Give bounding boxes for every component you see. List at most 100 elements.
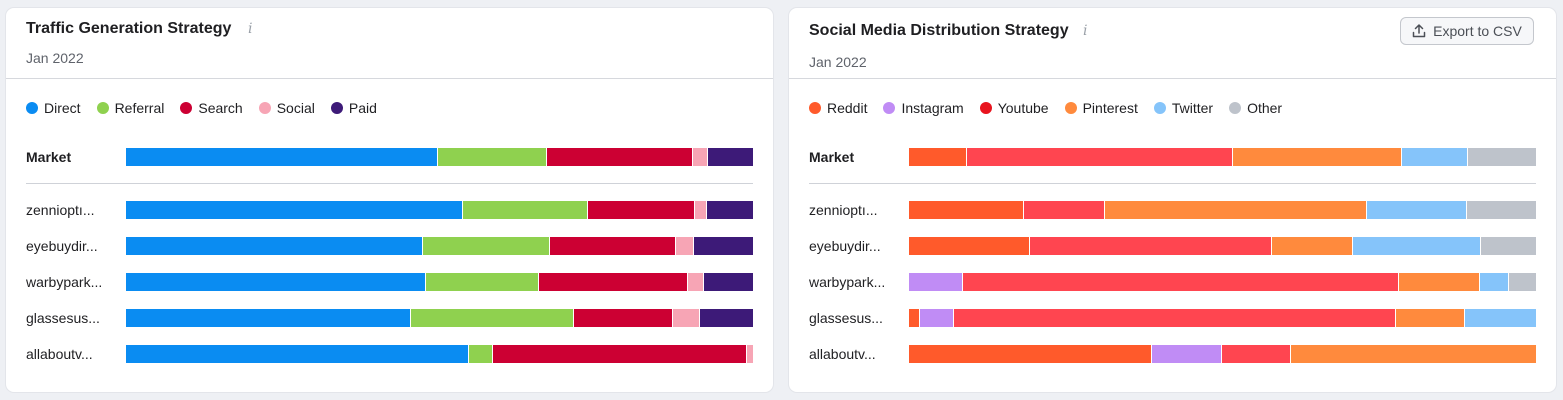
bar-segment-direct[interactable] xyxy=(126,345,469,363)
bar-segment-twitter[interactable] xyxy=(1366,201,1467,219)
bar-segment-paid[interactable] xyxy=(694,237,753,255)
competitor-label[interactable]: glassesus... xyxy=(809,310,883,326)
bar-segment-twitter[interactable] xyxy=(1479,273,1510,291)
bar-segment-referral[interactable] xyxy=(463,201,589,219)
social-media-card: Social Media Distribution Strategy i Jan… xyxy=(789,8,1556,392)
legend-item-search[interactable]: Search xyxy=(180,100,243,116)
bar-segment-youtube[interactable] xyxy=(967,148,1234,166)
bar-segment-referral[interactable] xyxy=(426,273,539,291)
bar-segment-instagram[interactable] xyxy=(919,309,955,327)
bar-segment-pinterest[interactable] xyxy=(1272,237,1353,255)
bar-segment-referral[interactable] xyxy=(468,345,493,363)
bar-segment-pinterest[interactable] xyxy=(1395,309,1466,327)
legend-item-instagram[interactable]: Instagram xyxy=(883,100,964,116)
competitor-label[interactable]: allaboutv... xyxy=(26,346,93,362)
stacked-bar xyxy=(126,273,753,291)
bar-segment-instagram[interactable] xyxy=(909,273,963,291)
bar-segment-paid[interactable] xyxy=(708,148,753,166)
bar-segment-reddit[interactable] xyxy=(909,309,920,327)
bar-segment-reddit[interactable] xyxy=(909,148,968,166)
bar-segment-other[interactable] xyxy=(1467,148,1536,166)
legend-label: Search xyxy=(198,100,243,116)
bar-segment-paid[interactable] xyxy=(704,273,753,291)
competitor-label[interactable]: eyebuydir... xyxy=(26,238,98,254)
bar-segment-twitter[interactable] xyxy=(1402,148,1468,166)
competitor-label[interactable]: zennioptı... xyxy=(26,202,95,218)
bar-segment-youtube[interactable] xyxy=(962,273,1400,291)
competitor-label[interactable]: allaboutv... xyxy=(809,346,876,362)
bar-segment-search[interactable] xyxy=(588,201,696,219)
legend-item-social[interactable]: Social xyxy=(258,100,315,116)
bar-segment-pinterest[interactable] xyxy=(1233,148,1403,166)
stacked-bar xyxy=(909,148,1536,166)
bar-segment-other[interactable] xyxy=(1466,201,1536,219)
stacked-bar xyxy=(126,201,753,219)
date-label: Jan 2022 xyxy=(26,50,84,66)
legend-dot-icon xyxy=(1229,102,1242,114)
legend-item-paid[interactable]: Paid xyxy=(330,100,377,116)
bar-segment-social[interactable] xyxy=(687,273,705,291)
bar-segment-other[interactable] xyxy=(1509,273,1536,291)
bar-segment-direct[interactable] xyxy=(126,309,411,327)
stacked-bar xyxy=(126,309,753,327)
bar-segment-reddit[interactable] xyxy=(909,237,1030,255)
bar-segment-referral[interactable] xyxy=(437,148,548,166)
bar-segment-reddit[interactable] xyxy=(909,201,1025,219)
bar-segment-direct[interactable] xyxy=(126,148,438,166)
competitor-label[interactable]: warbypark... xyxy=(809,274,886,290)
bar-segment-pinterest[interactable] xyxy=(1104,201,1367,219)
bar-segment-pinterest[interactable] xyxy=(1290,345,1536,363)
bar-segment-reddit[interactable] xyxy=(909,345,1153,363)
legend-dot-icon xyxy=(1153,102,1166,114)
bar-segment-search[interactable] xyxy=(547,148,694,166)
bar-segment-search[interactable] xyxy=(573,309,673,327)
bar-segment-youtube[interactable] xyxy=(1030,237,1273,255)
stacked-bar xyxy=(126,148,753,166)
bar-segment-social[interactable] xyxy=(695,201,708,219)
bar-segment-paid[interactable] xyxy=(707,201,753,219)
bar-segment-twitter[interactable] xyxy=(1465,309,1536,327)
bar-segment-social[interactable] xyxy=(693,148,709,166)
bar-segment-other[interactable] xyxy=(1480,237,1536,255)
legend-dot-icon xyxy=(809,102,821,114)
bar-segment-direct[interactable] xyxy=(126,201,464,219)
legend-item-youtube[interactable]: Youtube xyxy=(979,100,1049,116)
export-csv-button[interactable]: Export to CSV xyxy=(1400,17,1534,45)
card-title: Traffic Generation Strategy xyxy=(26,20,232,37)
bar-segment-instagram[interactable] xyxy=(1152,345,1222,363)
legend-item-direct[interactable]: Direct xyxy=(26,100,81,116)
bar-segment-social[interactable] xyxy=(676,237,695,255)
bar-segment-youtube[interactable] xyxy=(1024,201,1105,219)
legend-dot-icon xyxy=(1064,102,1077,114)
bar-segment-direct[interactable] xyxy=(126,237,423,255)
legend-dot-icon xyxy=(180,102,193,114)
legend-item-reddit[interactable]: Reddit xyxy=(809,100,867,116)
legend-item-twitter[interactable]: Twitter xyxy=(1153,100,1213,116)
bar-segment-social[interactable] xyxy=(747,345,753,363)
bar-segment-search[interactable] xyxy=(550,237,677,255)
bar-segment-paid[interactable] xyxy=(699,309,753,327)
info-icon[interactable]: i xyxy=(1083,23,1088,39)
bar-segment-referral[interactable] xyxy=(410,309,574,327)
bar-segment-social[interactable] xyxy=(672,309,700,327)
competitor-label[interactable]: zennioptı... xyxy=(809,202,878,218)
competitor-label[interactable]: glassesus... xyxy=(26,310,100,326)
bar-segment-direct[interactable] xyxy=(126,273,427,291)
bar-segment-referral[interactable] xyxy=(422,237,551,255)
market-label: Market xyxy=(26,149,72,165)
bar-segment-search[interactable] xyxy=(492,345,748,363)
competitor-label[interactable]: warbypark... xyxy=(26,274,103,290)
bar-segment-youtube[interactable] xyxy=(1221,345,1291,363)
info-icon[interactable]: i xyxy=(248,21,253,37)
legend-item-other[interactable]: Other xyxy=(1229,100,1282,116)
bar-segment-twitter[interactable] xyxy=(1352,237,1481,255)
competitor-label[interactable]: eyebuydir... xyxy=(809,238,881,254)
bar-segment-youtube[interactable] xyxy=(954,309,1396,327)
bar-segment-search[interactable] xyxy=(538,273,688,291)
legend-label: Reddit xyxy=(827,100,868,116)
legend-item-pinterest[interactable]: Pinterest xyxy=(1064,100,1138,116)
legend-item-referral[interactable]: Referral xyxy=(96,100,164,116)
legend-dot-icon xyxy=(26,102,38,114)
legend-label: Pinterest xyxy=(1082,100,1138,116)
bar-segment-pinterest[interactable] xyxy=(1399,273,1480,291)
